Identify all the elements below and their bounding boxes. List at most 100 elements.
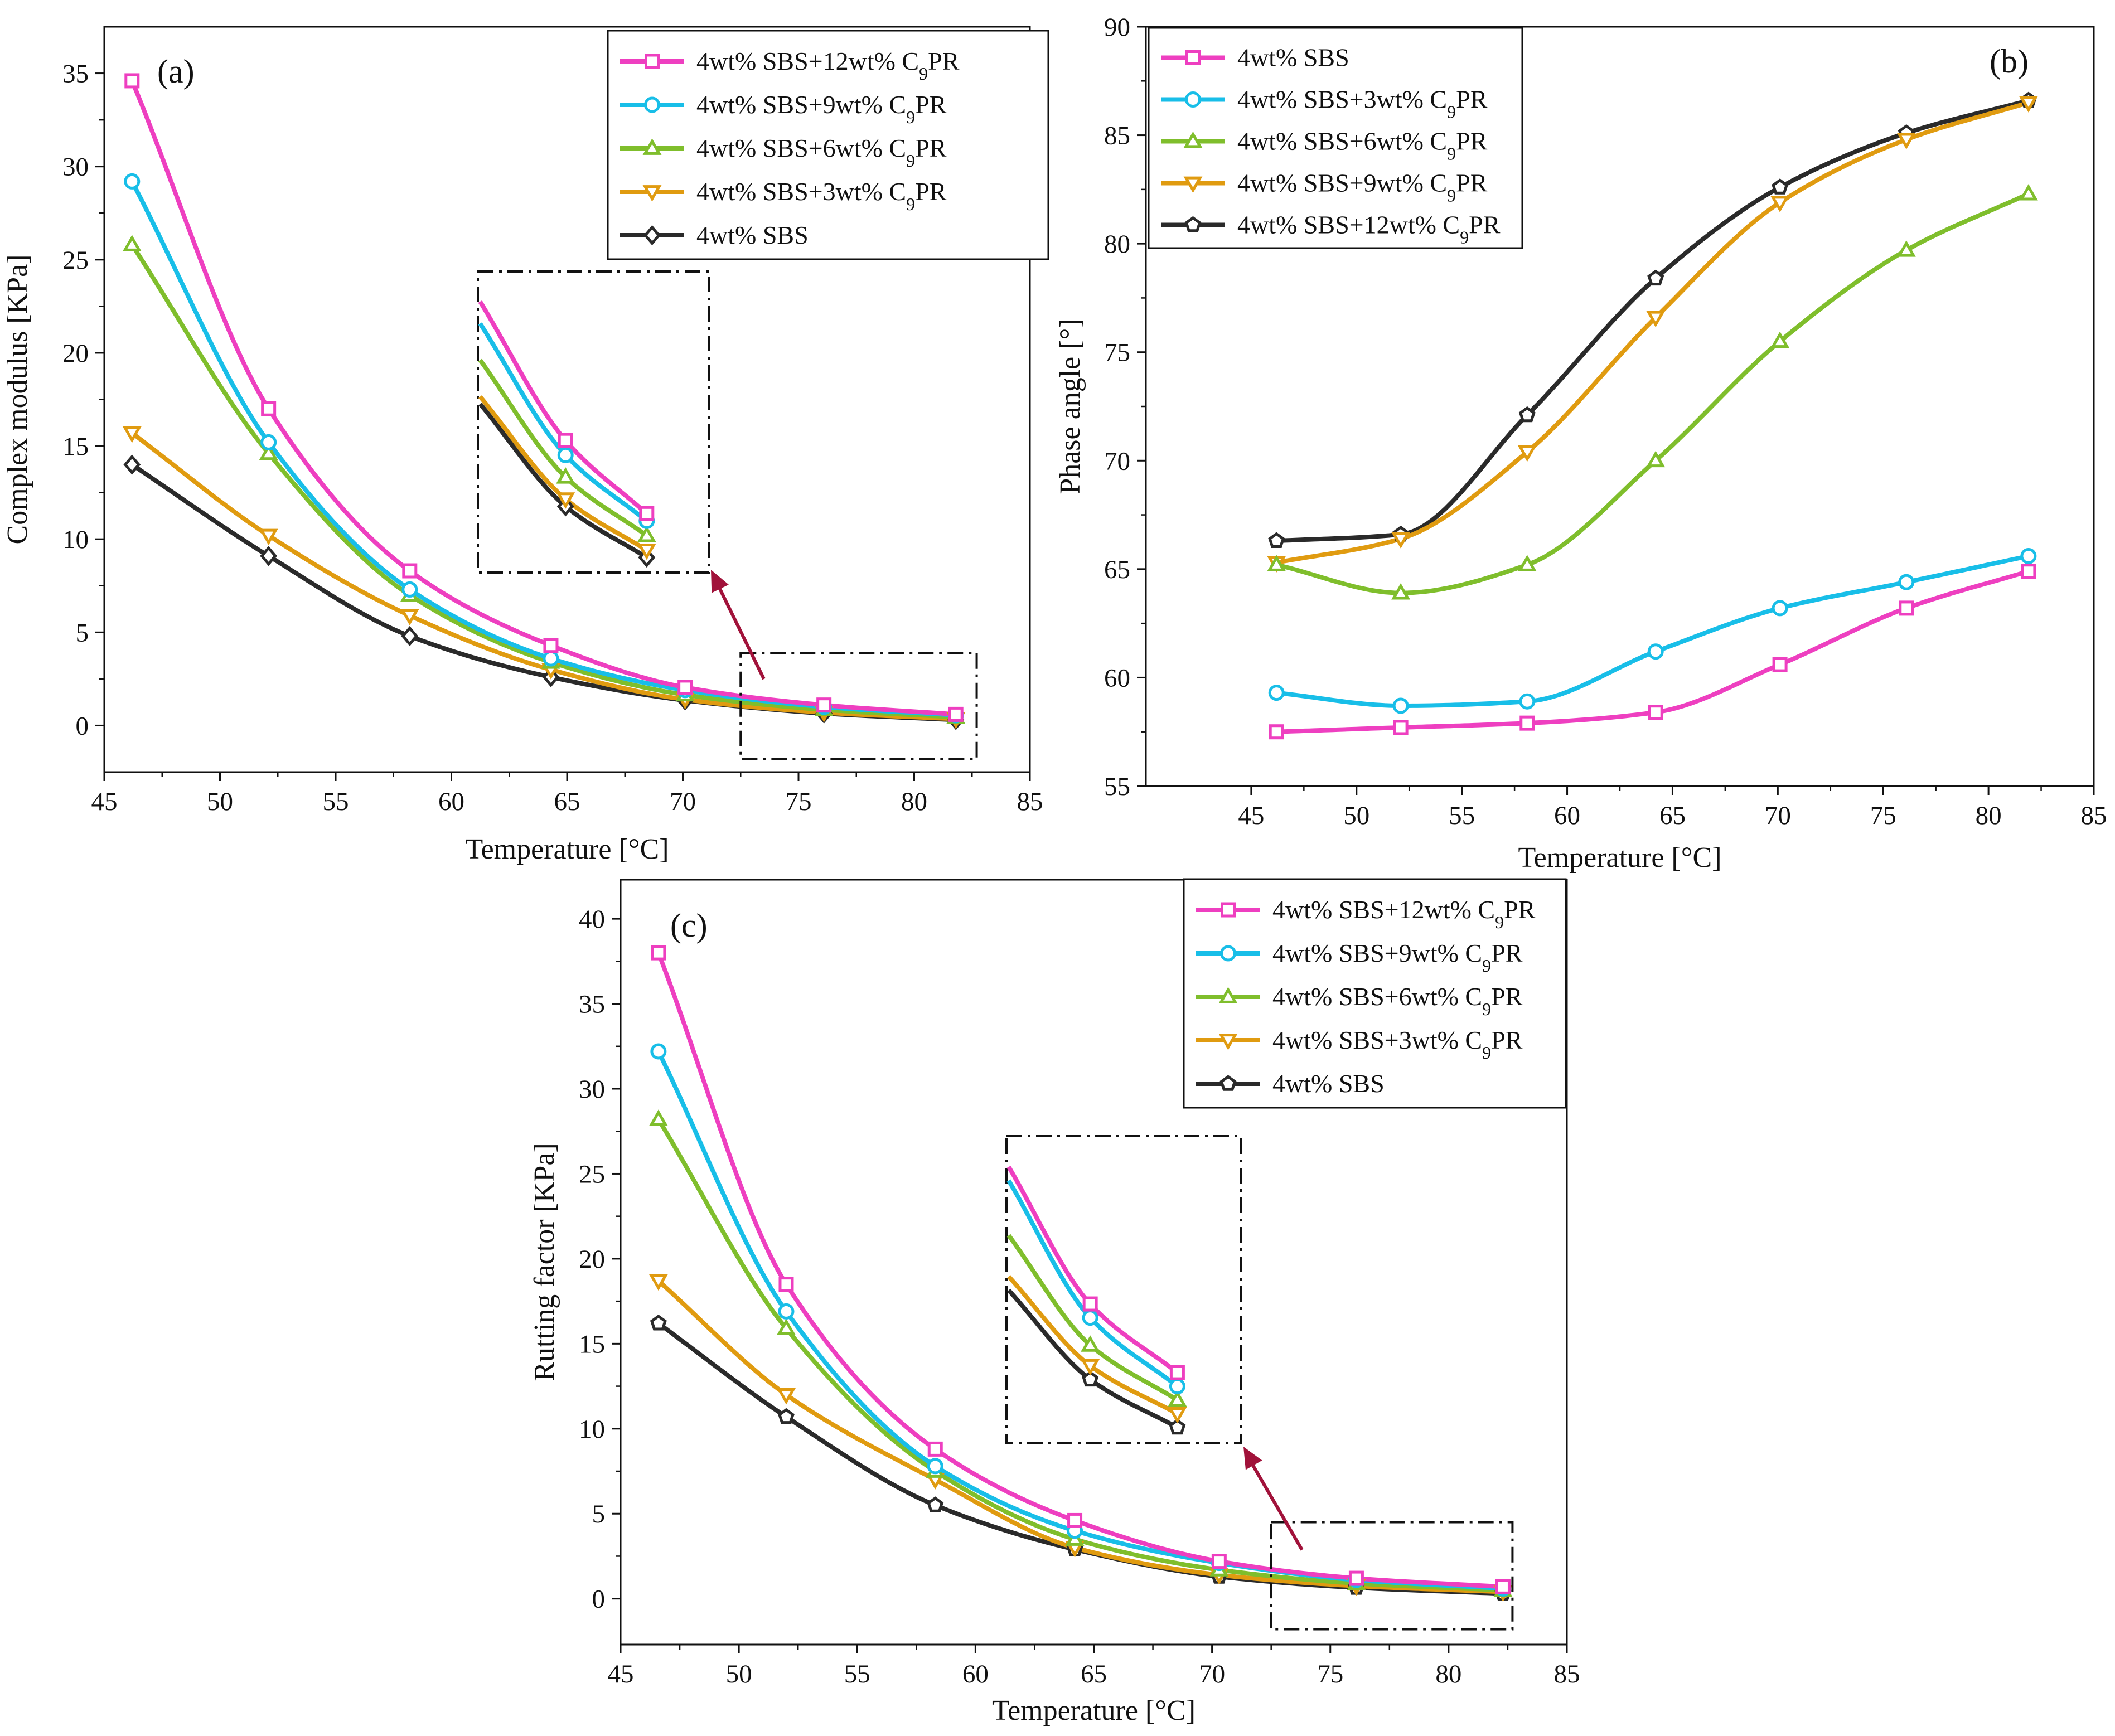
y-tick-label: 20	[62, 339, 89, 368]
legend-marker-0	[1219, 1075, 1237, 1091]
x-tick-label: 80	[1976, 801, 2002, 830]
data-point-12	[543, 638, 559, 653]
legend-marker-9	[644, 96, 660, 113]
legend-marker-6	[1183, 131, 1203, 148]
data-point-12	[1211, 1554, 1227, 1569]
legend-box	[607, 30, 1049, 260]
y-tick-label: 80	[1104, 230, 1130, 259]
y-axis-label: Complex modulus [KPa]	[2, 255, 33, 545]
x-tick-label: 70	[1765, 801, 1791, 830]
data-point-12	[261, 401, 277, 416]
inset-data-point-3	[1168, 1407, 1187, 1424]
zoom-arrow-head	[711, 570, 729, 593]
y-tick-label: 55	[1104, 772, 1130, 801]
data-layer	[1267, 91, 2038, 740]
x-tick-label: 50	[726, 1660, 752, 1689]
legend-entry-label: 4wt% SBS+6wt% C9PR	[1272, 982, 1523, 1019]
zoom-source-box	[1270, 1521, 1514, 1631]
legend: 4wt% SBS 4wt% SBS+3wt% C9PR 4wt% SBS+6wt% …	[1148, 27, 1523, 249]
inset-data-point-0	[1169, 1418, 1186, 1435]
x-tick-label: 85	[2081, 801, 2107, 830]
inset-data-point-9	[1082, 1310, 1098, 1326]
x-tick-label: 85	[1017, 787, 1043, 816]
legend-marker-12	[1185, 50, 1201, 65]
data-point-3	[2019, 96, 2038, 113]
data-point-9	[1898, 574, 1915, 590]
data-point-3	[1517, 445, 1537, 462]
data-point-9	[1268, 685, 1285, 701]
x-tick-label: 45	[608, 1660, 634, 1689]
data-point-6	[1391, 583, 1411, 600]
inset-data-point-12	[558, 433, 573, 448]
data-point-9	[401, 581, 418, 598]
data-point-0	[123, 454, 141, 475]
inset-data-point-12	[1082, 1296, 1098, 1312]
x-tick-label: 65	[1659, 801, 1686, 830]
data-point-3	[1646, 311, 1666, 328]
x-tick-label: 75	[1870, 801, 1896, 830]
data-point-6	[648, 1109, 668, 1126]
y-axis-label: Rutting factor [KPa]	[529, 1143, 560, 1381]
data-point-3	[400, 609, 419, 625]
data-point-0	[1647, 269, 1664, 286]
y-tick-label: 85	[1104, 122, 1130, 151]
y-tick-label: 35	[62, 60, 89, 89]
data-point-3	[122, 426, 142, 443]
legend: 4wt% SBS+12wt% C9PR 4wt% SBS+9wt% C9PR 4wt…	[1183, 878, 1567, 1109]
data-point-3	[648, 1274, 668, 1291]
data-point-9	[927, 1458, 943, 1475]
y-tick-label: 60	[1104, 663, 1130, 692]
data-layer	[648, 945, 1513, 1602]
legend-box	[1148, 27, 1523, 249]
data-point-6	[1517, 555, 1537, 571]
data-point-12	[1519, 715, 1535, 731]
zoom-source-box	[739, 652, 978, 760]
x-tick-label: 45	[1238, 801, 1264, 830]
data-point-0	[1772, 178, 1789, 195]
y-tick-label: 70	[1104, 447, 1130, 476]
x-tick-label: 55	[1449, 801, 1475, 830]
legend-entry-label: 4wt% SBS+12wt% C9PR	[1272, 895, 1536, 932]
data-point-9	[2020, 548, 2037, 565]
x-tick-label: 50	[1343, 801, 1369, 830]
data-point-12	[1393, 720, 1409, 735]
y-tick-label: 90	[1104, 13, 1130, 42]
data-point-9	[124, 173, 141, 190]
data-point-12	[124, 73, 140, 89]
legend-entry-label: 4wt% SBS+9wt% C9PR	[1272, 939, 1523, 976]
x-axis-label: Temperature [°C]	[1518, 842, 1721, 874]
y-tick-label: 10	[62, 525, 89, 554]
x-tick-label: 75	[1317, 1660, 1343, 1689]
y-tick-label: 5	[76, 618, 89, 647]
data-point-9	[260, 434, 277, 450]
legend-entry-label: 4wt% SBS	[1237, 43, 1349, 72]
legend-marker-6	[1218, 987, 1238, 1003]
legend-marker-9	[1185, 91, 1201, 108]
zoom-inset-data	[478, 300, 656, 568]
data-point-12	[1648, 705, 1663, 720]
y-tick-label: 40	[579, 905, 605, 934]
data-point-6	[1646, 450, 1666, 468]
panel-b-phase-angle: 45 50 55 60 65 70 75 80 85 55 60 65 70 75 80 85 90 Temper…	[1054, 13, 2107, 874]
inset-data-point-12	[1169, 1365, 1185, 1380]
data-point-0	[1268, 532, 1285, 549]
y-tick-label: 35	[579, 990, 605, 1019]
data-point-12	[778, 1277, 794, 1292]
legend-marker-3	[1218, 1034, 1238, 1050]
data-point-6	[259, 443, 278, 460]
x-tick-label: 60	[962, 1660, 989, 1689]
data-point-12	[677, 680, 693, 695]
inset-data-point-3	[556, 492, 575, 509]
legend-marker-9	[1220, 945, 1236, 962]
data-point-12	[651, 945, 666, 961]
panel-label: (c)	[670, 907, 708, 944]
legend-marker-6	[642, 138, 662, 155]
data-point-12	[816, 697, 832, 713]
legend-marker-3	[642, 185, 662, 202]
inset-data-point-12	[639, 506, 655, 521]
data-point-6	[1267, 555, 1286, 571]
data-point-9	[1519, 693, 1536, 710]
data-point-12	[2021, 564, 2036, 579]
y-tick-label: 30	[579, 1075, 605, 1104]
